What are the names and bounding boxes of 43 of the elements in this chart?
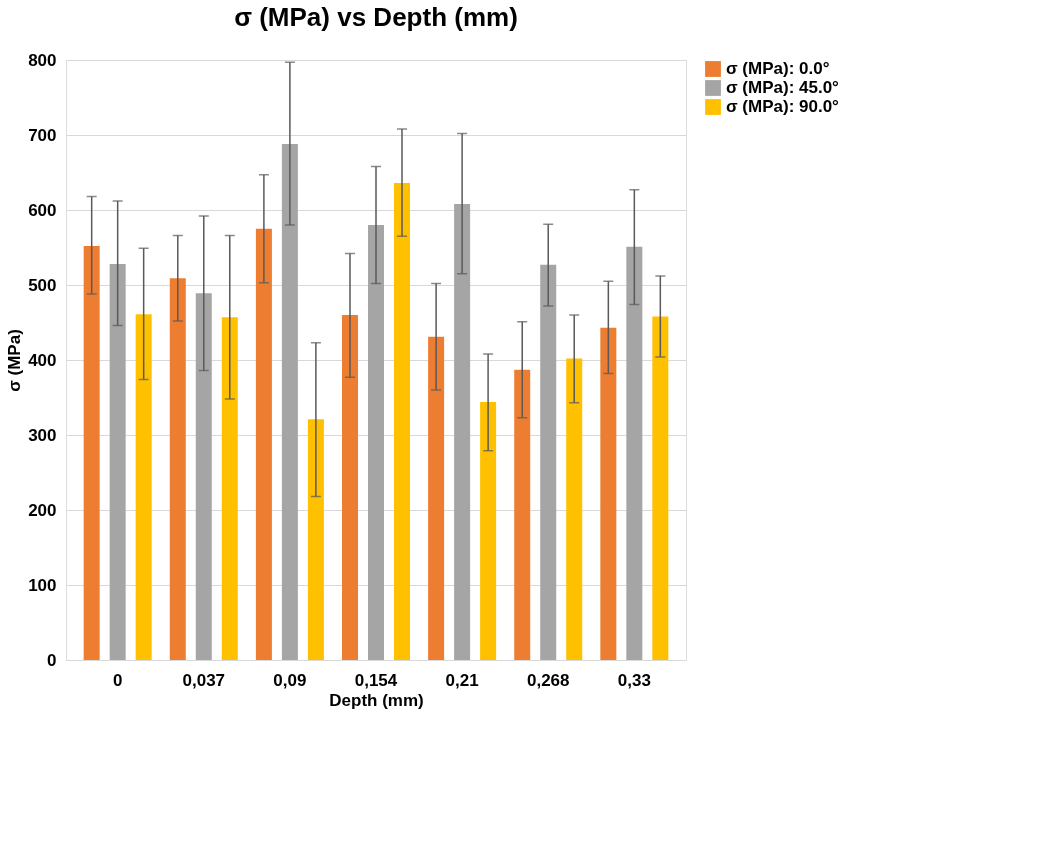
bar: [307, 419, 324, 660]
x-tick-label: 0,268: [526, 670, 570, 690]
bar: [342, 315, 358, 660]
y-axis-title: σ (MPa): [5, 329, 25, 392]
bar: [514, 369, 531, 660]
y-tick-label: 200: [28, 500, 57, 520]
y-tick-label: 600: [28, 200, 57, 220]
y-tick-label: 400: [28, 350, 57, 370]
bar: [83, 246, 100, 660]
bar: [566, 358, 583, 660]
bar: [255, 228, 272, 660]
bar: [540, 264, 557, 660]
y-tick-label: 0: [47, 650, 57, 670]
x-tick-label: 0,037: [182, 670, 226, 690]
bar: [626, 246, 643, 660]
bar: [221, 317, 238, 660]
x-tick-label: 0,33: [617, 670, 651, 690]
bar: [169, 278, 186, 660]
bar: [652, 316, 669, 660]
bar: [368, 225, 384, 660]
y-tick-label: 100: [28, 575, 57, 595]
bar: [281, 144, 298, 660]
y-tick-label: 700: [28, 125, 57, 145]
x-axis-title: Depth (mm): [329, 690, 424, 710]
bar: [135, 314, 152, 660]
chart-title: σ (MPa) vs Depth (mm): [234, 2, 518, 32]
bar: [195, 293, 212, 660]
x-tick-label: 0,09: [273, 670, 307, 690]
bar: [109, 264, 126, 660]
y-tick-label: 800: [28, 50, 57, 70]
bar: [454, 204, 471, 660]
y-tick-label: 500: [28, 275, 57, 295]
legend-label: σ (MPa): 90.0°: [726, 97, 840, 116]
x-tick-label: 0: [112, 670, 123, 690]
bar: [394, 183, 410, 660]
y-tick-label: 300: [28, 425, 57, 445]
legend-label: σ (MPa): 45.0°: [726, 78, 840, 97]
bar: [480, 402, 497, 660]
legend-label: σ (MPa): 0.0°: [726, 59, 830, 78]
bar: [428, 336, 445, 660]
bar: [600, 327, 617, 660]
x-tick-label: 0,154: [354, 670, 398, 690]
x-tick-label: 0,21: [445, 670, 479, 690]
